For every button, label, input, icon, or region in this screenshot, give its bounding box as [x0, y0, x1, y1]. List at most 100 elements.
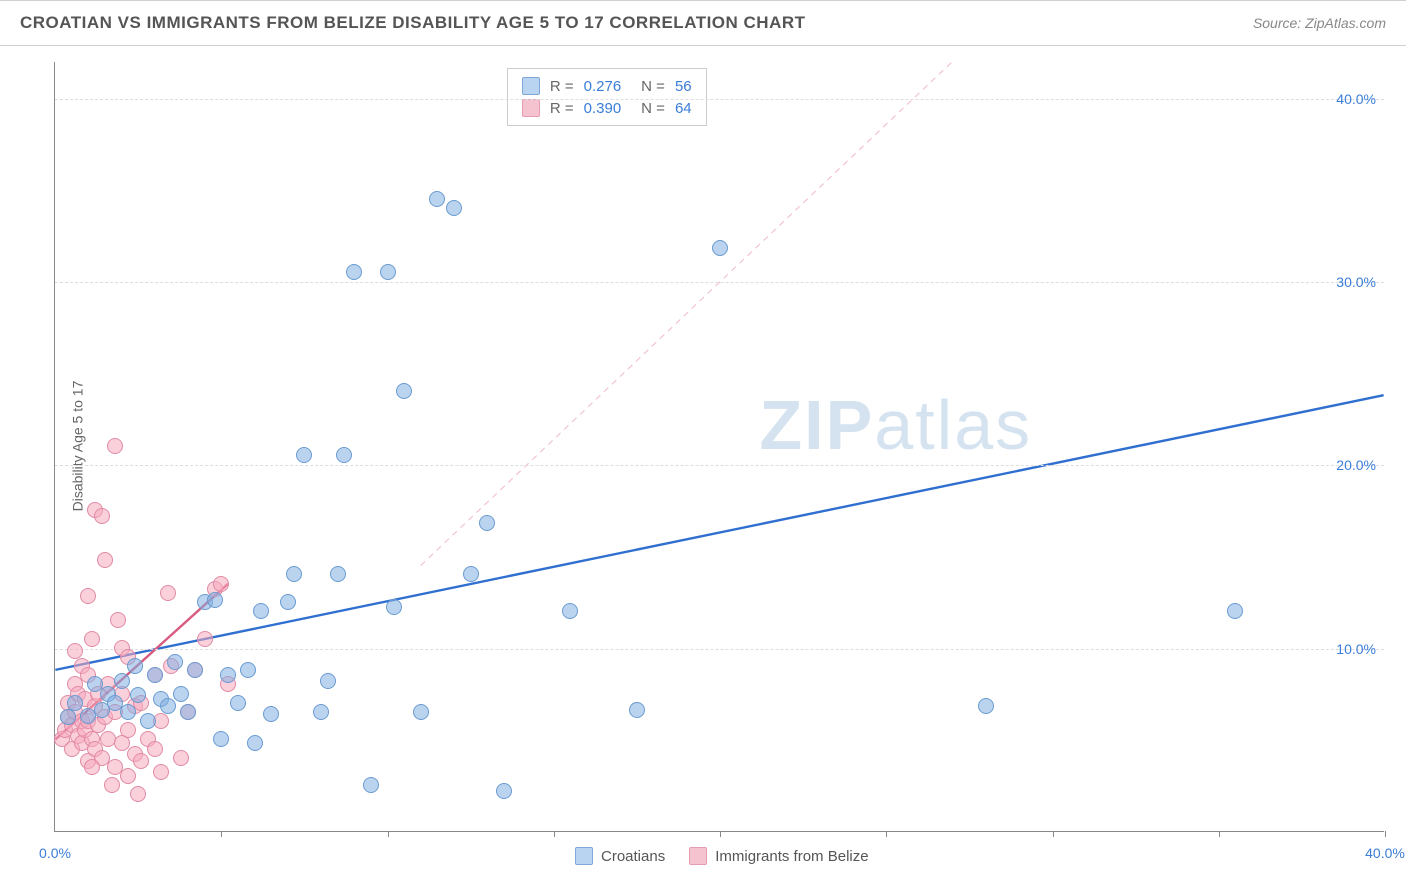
gridline: [55, 99, 1384, 100]
gridline: [55, 649, 1384, 650]
croatians-point: [463, 566, 479, 582]
croatians-point: [247, 735, 263, 751]
belize-point: [213, 576, 229, 592]
croatians-point: [213, 731, 229, 747]
croatians-point: [230, 695, 246, 711]
x-tick: [1053, 831, 1054, 837]
croatians-point: [396, 383, 412, 399]
croatians-point: [712, 240, 728, 256]
belize-point: [120, 768, 136, 784]
croatians-point: [207, 592, 223, 608]
y-tick-label: 10.0%: [1336, 641, 1376, 657]
legend-item: Immigrants from Belize: [689, 847, 868, 865]
source-label: Source: ZipAtlas.com: [1253, 15, 1386, 31]
x-tick: [1385, 831, 1386, 837]
legend-swatch: [689, 847, 707, 865]
croatians-point: [114, 673, 130, 689]
r-value: 0.276: [584, 78, 622, 95]
gridline: [55, 465, 1384, 466]
belize-point: [147, 741, 163, 757]
belize-point: [104, 777, 120, 793]
croatians-point: [280, 594, 296, 610]
croatians-point: [320, 673, 336, 689]
legend-label: Immigrants from Belize: [715, 848, 868, 865]
legend-swatch: [522, 99, 540, 117]
croatians-point: [173, 686, 189, 702]
x-min-label: 0.0%: [39, 845, 71, 861]
belize-point: [120, 722, 136, 738]
croatians-point: [253, 603, 269, 619]
croatians-point: [479, 515, 495, 531]
croatians-point: [147, 667, 163, 683]
stats-row: R = 0.276 N = 56: [522, 75, 692, 97]
x-tick: [720, 831, 721, 837]
x-max-label: 40.0%: [1365, 845, 1405, 861]
series-legend: Croatians Immigrants from Belize: [575, 847, 869, 865]
legend-swatch: [575, 847, 593, 865]
gridline: [55, 282, 1384, 283]
croatians-point: [220, 667, 236, 683]
belize-point: [197, 631, 213, 647]
y-tick-label: 20.0%: [1336, 457, 1376, 473]
belize-point: [110, 612, 126, 628]
croatians-point: [978, 698, 994, 714]
croatians-point: [429, 191, 445, 207]
stats-legend: R =0.276N =56R =0.390N =64: [507, 68, 707, 126]
x-tick: [886, 831, 887, 837]
n-value: 56: [675, 78, 692, 95]
croatians-point: [120, 704, 136, 720]
croatians-point: [380, 264, 396, 280]
y-tick-label: 40.0%: [1336, 91, 1376, 107]
croatians-point: [160, 698, 176, 714]
croatians-point: [296, 447, 312, 463]
croatians-point: [187, 662, 203, 678]
belize-point: [97, 552, 113, 568]
croatians-point: [263, 706, 279, 722]
croatians-point: [127, 658, 143, 674]
r-value: 0.390: [584, 100, 622, 117]
croatians-point: [336, 447, 352, 463]
croatians-point: [1227, 603, 1243, 619]
croatians-point: [446, 200, 462, 216]
croatians-point: [413, 704, 429, 720]
belize-point: [153, 764, 169, 780]
croatians-point: [67, 695, 83, 711]
chart-title: CROATIAN VS IMMIGRANTS FROM BELIZE DISAB…: [20, 13, 806, 33]
croatians-point: [363, 777, 379, 793]
croatians-point: [346, 264, 362, 280]
croatians-point: [140, 713, 156, 729]
belize-point: [94, 508, 110, 524]
watermark-rest: atlas: [874, 386, 1032, 464]
y-tick-label: 30.0%: [1336, 274, 1376, 290]
croatians-point: [60, 709, 76, 725]
legend-label: Croatians: [601, 848, 665, 865]
r-label: R =: [550, 100, 574, 117]
belize-point: [160, 585, 176, 601]
x-tick: [1219, 831, 1220, 837]
x-tick: [388, 831, 389, 837]
belize-point: [107, 438, 123, 454]
x-tick: [221, 831, 222, 837]
watermark-bold: ZIP: [759, 386, 874, 464]
belize-point: [84, 631, 100, 647]
croatians-point: [180, 704, 196, 720]
x-tick: [554, 831, 555, 837]
croatians-point: [629, 702, 645, 718]
stats-row: R =0.390N =64: [522, 97, 692, 119]
r-label: R =: [550, 78, 574, 95]
n-label: N =: [641, 78, 665, 95]
belize-point: [130, 786, 146, 802]
trend-lines: [55, 62, 1384, 831]
chart-container: CROATIAN VS IMMIGRANTS FROM BELIZE DISAB…: [0, 0, 1406, 892]
n-label: N =: [641, 100, 665, 117]
croatians-point: [386, 599, 402, 615]
belize-point: [67, 643, 83, 659]
croatians-point: [313, 704, 329, 720]
legend-swatch: [522, 77, 540, 95]
belize-point: [173, 750, 189, 766]
croatians-point: [286, 566, 302, 582]
croatians-point: [330, 566, 346, 582]
croatians-point: [167, 654, 183, 670]
belize-point: [133, 753, 149, 769]
legend-item: Croatians: [575, 847, 665, 865]
